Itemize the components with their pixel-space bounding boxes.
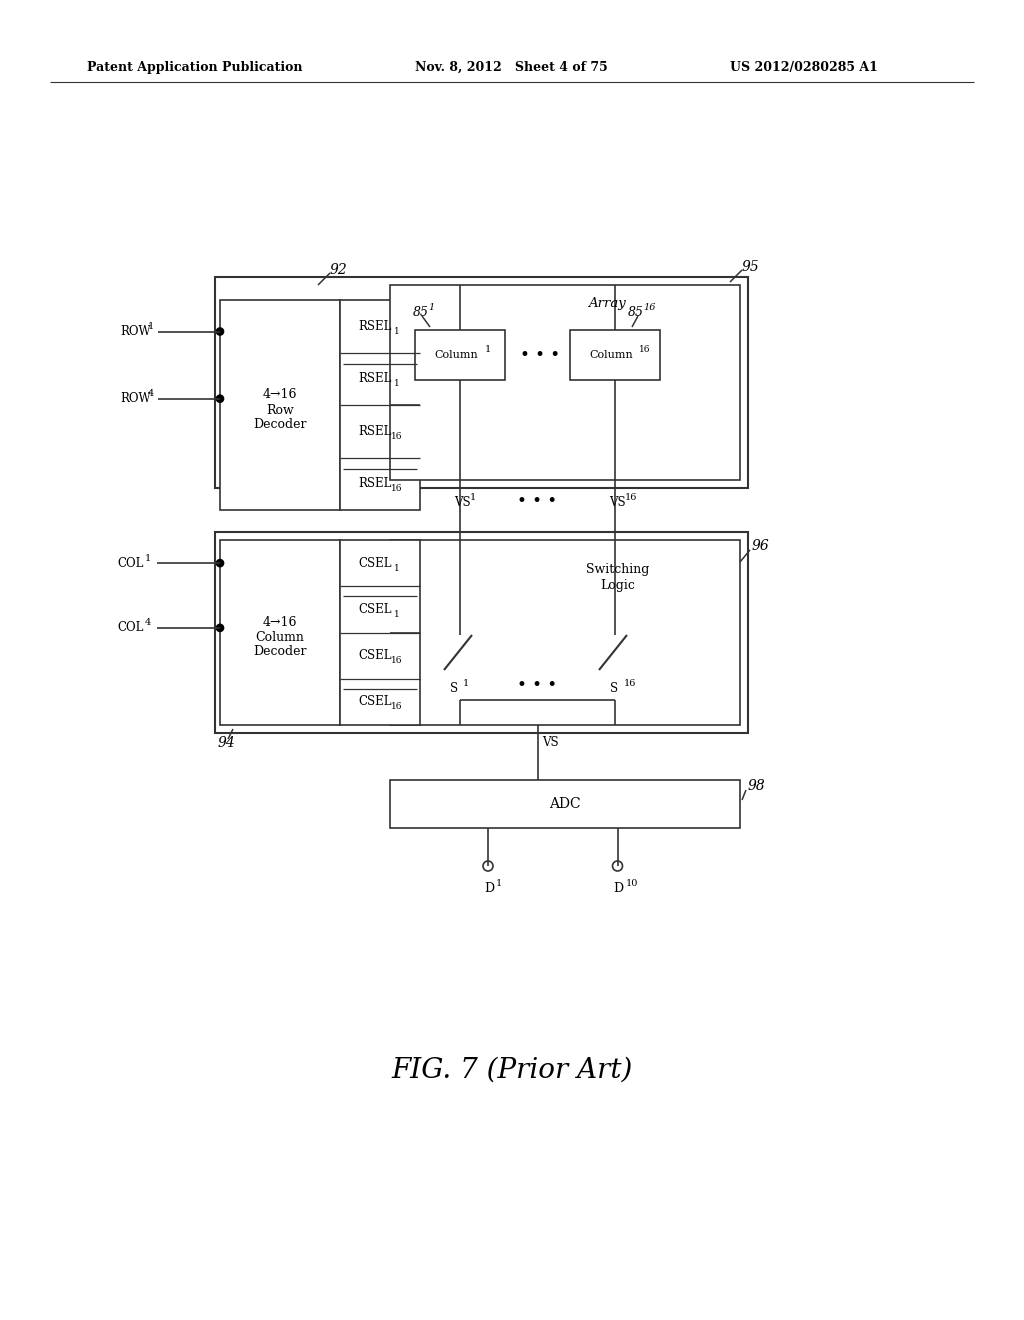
Circle shape	[216, 624, 223, 631]
Text: Decoder: Decoder	[253, 645, 307, 657]
Bar	[215, 277, 748, 488]
Text: 4→16: 4→16	[263, 388, 297, 401]
Text: RSEL: RSEL	[358, 372, 392, 385]
Text: 1: 1	[145, 553, 152, 562]
Text: 1: 1	[394, 379, 400, 388]
Text: 4→16: 4→16	[263, 616, 297, 630]
Bar	[390, 780, 740, 828]
Text: 98: 98	[748, 779, 766, 793]
Text: D: D	[613, 882, 624, 895]
Text: Nov. 8, 2012   Sheet 4 of 75: Nov. 8, 2012 Sheet 4 of 75	[415, 61, 608, 74]
Text: CSEL: CSEL	[358, 603, 392, 616]
Text: RSEL: RSEL	[358, 319, 392, 333]
Text: Array: Array	[588, 297, 626, 309]
Text: • • •: • • •	[517, 494, 557, 511]
Text: 1: 1	[148, 322, 155, 331]
Text: 1: 1	[485, 346, 492, 355]
Text: 16: 16	[391, 432, 402, 441]
Circle shape	[216, 395, 223, 403]
Text: 16: 16	[624, 678, 636, 688]
Text: Column: Column	[256, 631, 304, 644]
Text: 16: 16	[391, 656, 402, 665]
Bar	[415, 330, 505, 380]
Text: 1: 1	[428, 302, 434, 312]
Text: Patent Application Publication: Patent Application Publication	[87, 61, 302, 74]
Text: Logic: Logic	[600, 579, 635, 593]
Text: 1: 1	[394, 564, 400, 573]
Circle shape	[216, 327, 223, 335]
Text: RSEL: RSEL	[358, 425, 392, 438]
Text: CSEL: CSEL	[358, 696, 392, 709]
Bar	[220, 300, 340, 510]
Text: 85: 85	[413, 305, 429, 318]
Text: 95: 95	[742, 260, 760, 275]
Text: 92: 92	[330, 263, 348, 277]
Text: VS: VS	[609, 495, 626, 508]
Text: 4: 4	[148, 389, 155, 399]
Text: 4: 4	[145, 618, 152, 627]
Bar	[340, 300, 420, 510]
Bar	[390, 540, 740, 725]
Text: Row: Row	[266, 404, 294, 417]
Text: 16: 16	[639, 346, 650, 355]
Text: 1: 1	[496, 879, 502, 887]
Text: 85: 85	[628, 305, 644, 318]
Circle shape	[216, 560, 223, 566]
Bar	[570, 330, 660, 380]
Text: Decoder: Decoder	[253, 417, 307, 430]
Text: 16: 16	[391, 702, 402, 711]
Text: ROW: ROW	[120, 325, 151, 338]
Text: 94: 94	[218, 737, 236, 750]
Text: US 2012/0280285 A1: US 2012/0280285 A1	[730, 61, 878, 74]
Bar	[220, 540, 340, 725]
Text: S: S	[610, 681, 618, 694]
Text: 16: 16	[643, 302, 655, 312]
Text: • • •: • • •	[517, 676, 557, 693]
Bar	[390, 285, 740, 480]
Text: 16: 16	[625, 492, 637, 502]
Text: VS: VS	[543, 737, 559, 750]
Text: ADC: ADC	[549, 797, 581, 810]
Text: S: S	[450, 681, 458, 694]
Text: CSEL: CSEL	[358, 649, 392, 663]
Text: FIG. 7 (Prior Art): FIG. 7 (Prior Art)	[391, 1056, 633, 1084]
Text: COL: COL	[117, 622, 143, 635]
Text: 10: 10	[626, 879, 638, 887]
Text: ROW: ROW	[120, 392, 151, 405]
Text: • • •: • • •	[520, 346, 560, 363]
Text: 1: 1	[394, 327, 400, 335]
Text: 1: 1	[394, 610, 400, 619]
Text: CSEL: CSEL	[358, 557, 392, 570]
Text: RSEL: RSEL	[358, 478, 392, 490]
Text: 16: 16	[391, 484, 402, 494]
Bar	[215, 532, 748, 733]
Text: Column: Column	[434, 350, 478, 360]
Text: VS: VS	[454, 495, 471, 508]
Text: 1: 1	[470, 492, 476, 502]
Text: D: D	[484, 882, 495, 895]
Text: 96: 96	[752, 539, 770, 553]
Bar	[340, 540, 420, 725]
Text: Column: Column	[590, 350, 633, 360]
Text: Switching: Switching	[586, 564, 649, 577]
Text: COL: COL	[117, 557, 143, 570]
Text: 1: 1	[463, 678, 469, 688]
